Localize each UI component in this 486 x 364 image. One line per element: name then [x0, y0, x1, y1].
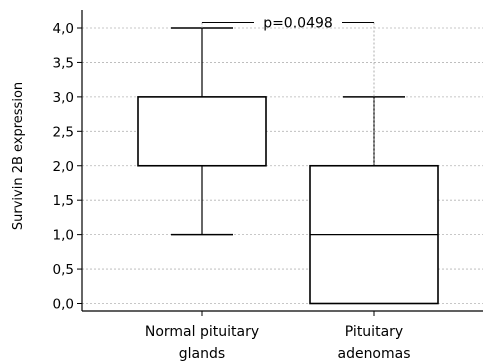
box-group [138, 28, 266, 235]
y-tick-label: 4,0 [53, 21, 74, 37]
iqr-box [138, 97, 266, 166]
category-label: glands [179, 346, 225, 362]
category-label: Normal pituitary [145, 324, 259, 340]
y-tick-label: 2,0 [53, 159, 74, 175]
p-value-label: p=0.0498 [263, 16, 333, 32]
category-label: Pituitary [345, 324, 403, 340]
y-tick-label: 3,0 [53, 90, 74, 106]
y-tick-label: 1,5 [53, 193, 74, 209]
y-tick-label: 0,5 [53, 262, 74, 278]
y-axis-title: Survivin 2B expression [11, 82, 26, 230]
y-tick-label: 3,5 [53, 55, 74, 71]
y-tick-label: 2,5 [53, 124, 74, 140]
y-tick-label: 1,0 [53, 228, 74, 244]
y-tick-label: 0,0 [53, 297, 74, 313]
category-label: adenomas [337, 346, 410, 362]
